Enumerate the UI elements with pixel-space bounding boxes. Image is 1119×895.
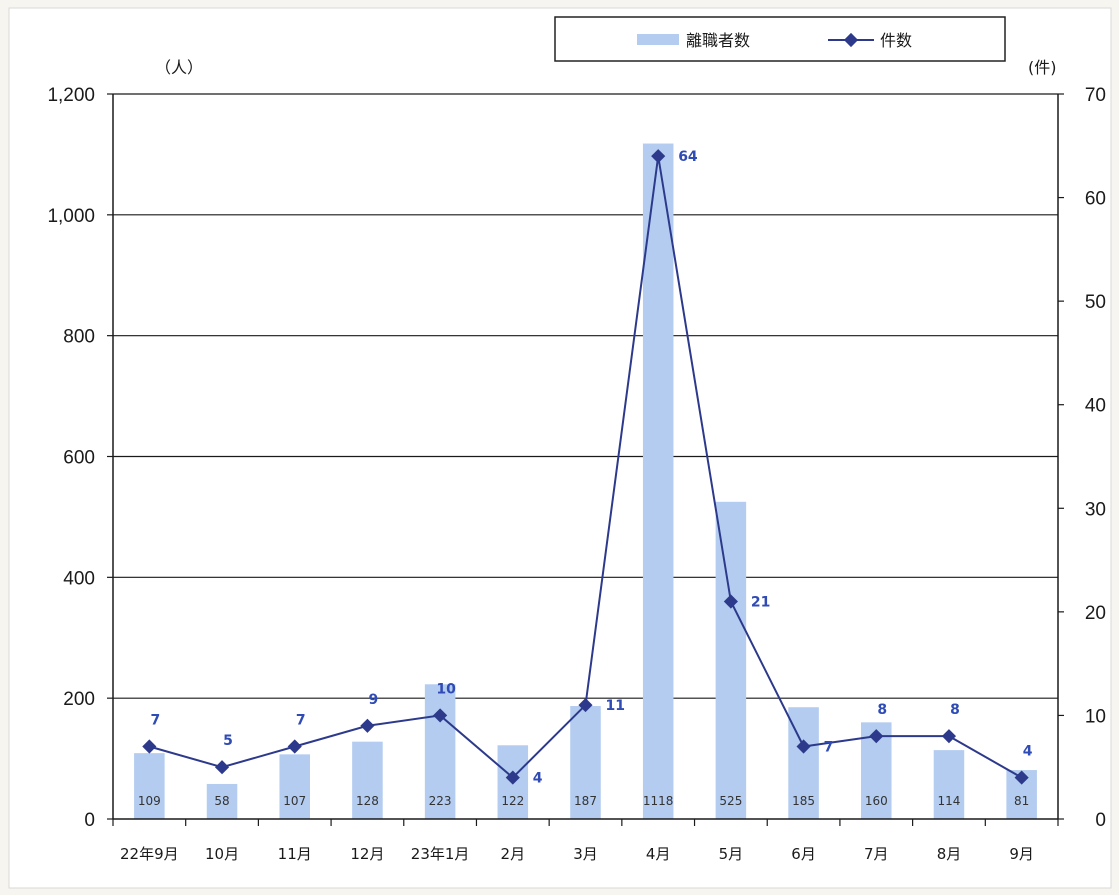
bar-value-label: 122 <box>501 794 524 808</box>
line-value-label: 11 <box>606 698 625 714</box>
bar-value-label: 128 <box>356 794 379 808</box>
legend-bar-label: 離職者数 <box>686 31 750 50</box>
line-point <box>869 729 884 744</box>
bar <box>424 684 456 819</box>
line-value-label: 5 <box>223 733 233 749</box>
line-point <box>578 698 593 713</box>
line-value-label: 7 <box>296 713 306 729</box>
category-label: 22年9月 <box>120 845 179 863</box>
line-point <box>651 149 666 164</box>
line-series <box>142 149 1029 785</box>
line-value-label: 8 <box>877 702 887 718</box>
category-label: 8月 <box>937 845 962 863</box>
right-tick-label: 0 <box>1095 810 1106 831</box>
line-point <box>287 739 302 754</box>
line-value-label: 8 <box>950 702 960 718</box>
line-point <box>796 739 811 754</box>
chart-background <box>8 7 1112 889</box>
legend-line-label: 件数 <box>880 31 912 50</box>
category-label: 3月 <box>573 845 598 863</box>
line-value-label: 10 <box>436 681 456 697</box>
line-point <box>214 760 230 775</box>
line-value-label: 21 <box>751 595 770 611</box>
right-tick-label: 40 <box>1085 396 1106 417</box>
legend-box <box>554 16 1006 62</box>
left-tick-label: 1,200 <box>47 85 95 106</box>
bar-value-label: 187 <box>574 794 597 808</box>
line-point <box>505 770 520 785</box>
line-point <box>433 708 448 723</box>
bar <box>352 741 383 819</box>
left-axis-unit: （人） <box>155 58 203 77</box>
bar-series <box>134 143 1037 819</box>
line-value-label: 64 <box>678 149 698 165</box>
right-tick-label: 50 <box>1085 292 1106 313</box>
right-tick-label: 30 <box>1085 499 1106 520</box>
bar <box>134 753 165 819</box>
category-label: 23年1月 <box>411 845 470 863</box>
bar-value-label: 185 <box>792 794 815 808</box>
bar-value-label: 109 <box>138 794 161 808</box>
line-point <box>1014 770 1029 785</box>
bar <box>933 750 965 819</box>
bar-value-label: 58 <box>214 794 229 808</box>
left-tick-label: 0 <box>84 810 95 831</box>
bar <box>715 501 747 819</box>
left-tick-label: 400 <box>63 568 95 589</box>
right-axis-unit: (件) <box>1028 58 1057 77</box>
legend-bar-swatch <box>637 34 679 45</box>
bar-value-label: 223 <box>429 794 452 808</box>
bar <box>570 706 601 819</box>
bar-value-label: 160 <box>865 794 888 808</box>
left-tick-label: 800 <box>63 327 95 348</box>
grid <box>113 93 1058 699</box>
axes <box>107 93 1064 826</box>
line-point <box>360 718 375 733</box>
bar-value-label: 525 <box>719 794 742 808</box>
category-label: 10月 <box>205 845 239 863</box>
category-label: 11月 <box>278 845 312 863</box>
legend-line-marker <box>843 32 859 48</box>
line-value-label: 4 <box>533 771 543 787</box>
category-label: 4月 <box>646 845 671 863</box>
line-point <box>941 729 957 744</box>
category-label: 9月 <box>1009 845 1034 863</box>
right-tick-label: 60 <box>1085 189 1106 210</box>
bar-value-label: 81 <box>1014 794 1029 808</box>
category-label: 7月 <box>864 845 889 863</box>
category-label: 5月 <box>719 845 744 863</box>
bar-value-label: 114 <box>938 794 961 808</box>
line-value-label: 4 <box>1023 744 1033 760</box>
right-tick-label: 70 <box>1085 85 1106 106</box>
bar-value-label: 1118 <box>643 794 674 808</box>
line-point <box>142 739 157 754</box>
line-value-label: 9 <box>369 692 379 708</box>
bar <box>206 783 238 819</box>
legend: 離職者数 件数 <box>554 16 1006 62</box>
line-value-label: 7 <box>824 740 834 756</box>
category-label: 2月 <box>501 845 526 863</box>
category-label: 6月 <box>791 845 816 863</box>
line-value-label: 7 <box>150 713 160 729</box>
bar <box>642 143 674 819</box>
category-label: 12月 <box>350 845 384 863</box>
bar-value-label: 107 <box>283 794 306 808</box>
right-tick-label: 20 <box>1085 603 1106 624</box>
right-tick-label: 10 <box>1085 706 1106 727</box>
left-tick-label: 600 <box>63 448 95 469</box>
bar <box>279 754 310 819</box>
labels: 0 200 400 600 800 1,000 1,200 0 10 20 30 40 50 60 70 22… <box>47 85 1106 863</box>
left-tick-label: 1,000 <box>47 206 95 227</box>
line-point <box>723 594 738 609</box>
left-tick-label: 200 <box>63 689 95 710</box>
